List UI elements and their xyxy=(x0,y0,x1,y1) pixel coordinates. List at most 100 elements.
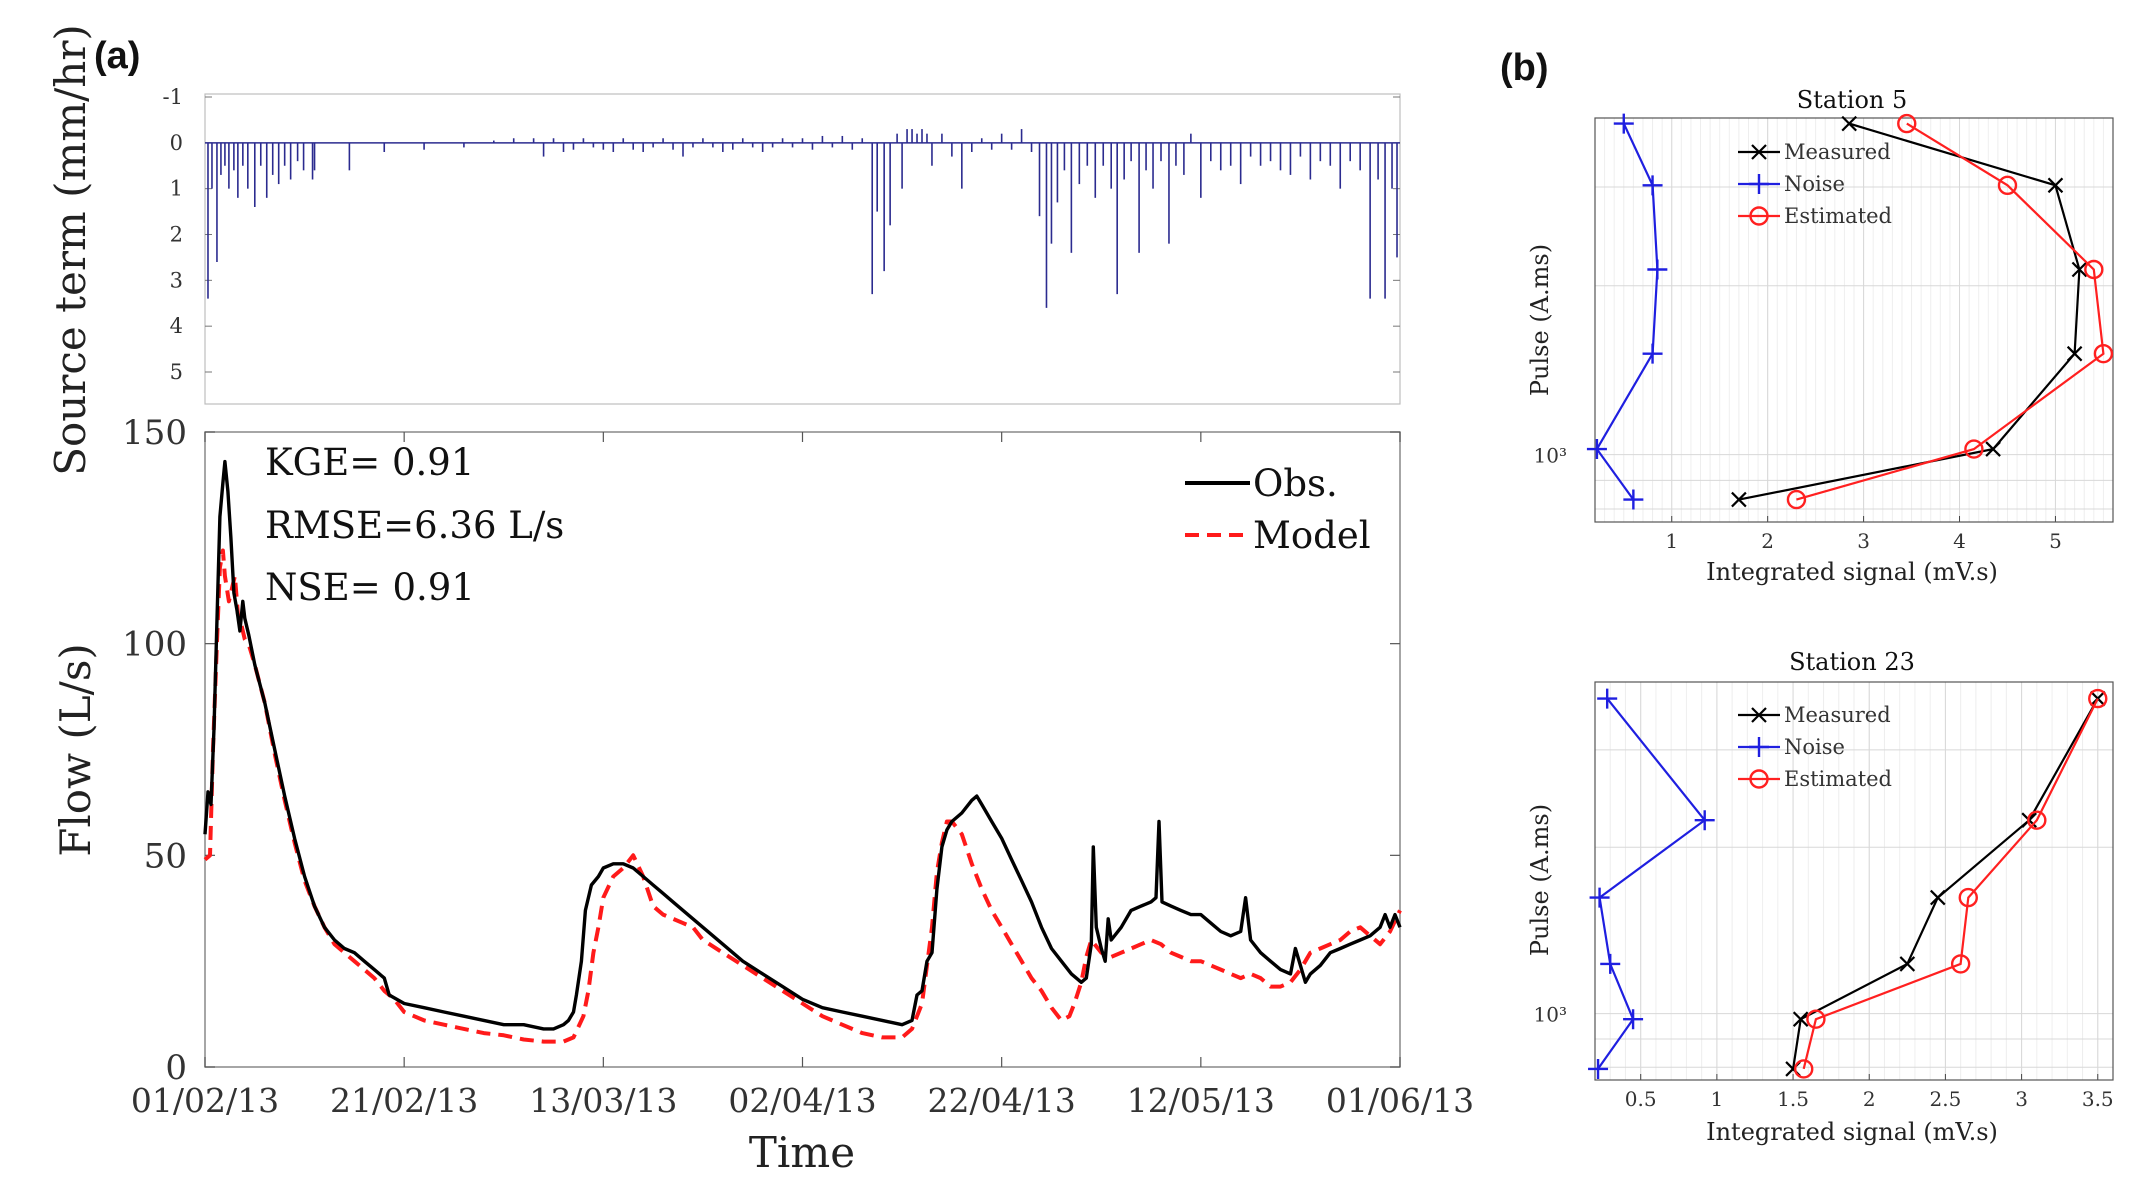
station-5-legend-marker xyxy=(1749,206,1769,226)
station-23-legend-label: Estimated xyxy=(1784,767,1892,791)
station-5-marker-noise xyxy=(1647,259,1668,280)
station-23-legend-marker xyxy=(1749,769,1769,789)
station-5-marker-estimated xyxy=(2093,343,2114,364)
station-23-legend-label: Noise xyxy=(1784,735,1845,759)
station-5-marker-measured xyxy=(2066,345,2083,362)
station-5-marker-noise xyxy=(1642,343,1663,364)
station-5-grid: 1 2 3 4 5 10³ xyxy=(1534,118,2114,553)
station-23-x-tick-label: 1.5 xyxy=(1777,1087,1809,1111)
station-23-marker-estimated xyxy=(1806,1009,1826,1029)
flow-y-tick-label: 0 xyxy=(165,1048,187,1088)
source-y-tick-label: 1 xyxy=(170,177,183,201)
station-23-x-tick-label: 3 xyxy=(2015,1087,2028,1111)
station-5-marker-measured xyxy=(1731,491,1747,508)
source-term-frame xyxy=(204,93,1401,405)
station-23-marker-measured xyxy=(1792,1011,1809,1027)
source-term-y-ticks: -1 0 1 2 3 4 5 xyxy=(163,85,1400,384)
station-5-x-tick-label: 2 xyxy=(1761,529,1774,553)
flow-y-tick-label: 100 xyxy=(122,625,187,665)
rmse-annotation: RMSE=6.36 L/s xyxy=(265,504,564,547)
flow-legend: Obs. Model xyxy=(1185,462,1371,557)
station-23-marker-estimated xyxy=(1950,954,1971,974)
station-5-marker-noise xyxy=(1613,113,1634,134)
station-5-series xyxy=(1586,113,2114,510)
station-5-legend: Measured Noise Estimated xyxy=(1738,140,1892,228)
station-5-y-tick-label: 10³ xyxy=(1534,444,1567,468)
station-5-x-tick-label: 5 xyxy=(2049,529,2062,553)
flow-x-tick-label: 22/04/13 xyxy=(928,1081,1076,1120)
station-23-legend-marker xyxy=(1749,737,1769,757)
nse-annotation: NSE= 0.91 xyxy=(265,566,475,609)
station-5-title: Station 5 xyxy=(1797,86,1908,114)
station-5-marker-measured xyxy=(2071,261,2088,278)
kge-annotation: KGE= 0.91 xyxy=(265,441,474,484)
station-5-legend-marker xyxy=(1749,174,1769,194)
source-y-tick-label: 3 xyxy=(170,268,183,292)
station-23-x-tick-label: 2.5 xyxy=(1930,1087,1962,1111)
station-23-xlabel: Integrated signal (mV.s) xyxy=(1706,1118,1998,1146)
source-y-tick-label: 0 xyxy=(170,131,183,155)
station-5-marker-measured xyxy=(1985,441,2001,457)
station-23-chart: Station 23 0.5 1 1.5 2 2.5 3 3.5 10³ Measured No… xyxy=(1526,648,2114,1146)
flow-x-tick-label: 02/04/13 xyxy=(728,1081,876,1120)
source-term-bars xyxy=(205,129,1400,308)
station-5-marker-estimated xyxy=(1897,113,1917,134)
station-5-marker-measured xyxy=(1841,115,1857,132)
station-5-marker-estimated xyxy=(1786,489,1807,510)
station-5-legend-label: Noise xyxy=(1784,172,1845,196)
flow-chart: 0 50 100 150 01/02/13 21/02/13 13/03/13 02/04/1… xyxy=(51,413,1474,1177)
source-y-tick-label: -1 xyxy=(163,85,183,109)
source-y-tick-label: 4 xyxy=(170,314,183,338)
flow-x-tick-label: 12/05/13 xyxy=(1127,1081,1275,1120)
station-23-title: Station 23 xyxy=(1789,648,1915,676)
station-5-marker-estimated xyxy=(1997,175,2018,196)
station-5-marker-noise xyxy=(1623,489,1644,510)
station-5-chart: Station 5 1 2 3 4 5 10³ Measured Noise Estimate… xyxy=(1526,86,2114,586)
flow-x-tick-label: 13/03/13 xyxy=(529,1081,677,1120)
flow-x-tick-label: 01/06/13 xyxy=(1326,1081,1474,1120)
station-5-x-tick-label: 4 xyxy=(1953,529,1966,553)
source-term-ylabel: Source term (mm/hr) xyxy=(46,24,95,476)
flow-x-tick-label: 21/02/13 xyxy=(330,1081,478,1120)
station-23-line-noise xyxy=(1597,697,1707,1070)
station-5-legend-label: Estimated xyxy=(1784,204,1892,228)
station-23-marker-noise xyxy=(1588,1058,1609,1079)
flow-y-tick-label: 150 xyxy=(122,413,187,453)
panel-b-label: (b) xyxy=(1500,47,1549,89)
station-5-x-tick-label: 1 xyxy=(1665,529,1678,553)
station-23-legend-label: Measured xyxy=(1784,703,1891,727)
station-5-x-tick-label: 3 xyxy=(1857,529,1870,553)
flow-xlabel: Time xyxy=(749,1128,855,1177)
source-y-tick-label: 5 xyxy=(170,360,183,384)
station-5-xlabel: Integrated signal (mV.s) xyxy=(1706,558,1998,586)
legend-model-label: Model xyxy=(1253,514,1371,557)
station-23-x-tick-label: 0.5 xyxy=(1625,1087,1657,1111)
station-23-series xyxy=(1588,688,2108,1079)
station-23-marker-noise xyxy=(1694,810,1715,831)
station-23-marker-estimated xyxy=(2088,688,2108,709)
station-23-grid: 0.5 1 1.5 2 2.5 3 3.5 10³ xyxy=(1534,682,2114,1111)
station-23-marker-measured xyxy=(1899,956,1916,972)
flow-x-tick-label: 01/02/13 xyxy=(131,1081,279,1120)
source-term-chart: -1 0 1 2 3 4 5 Source term (mm/hr) xyxy=(46,24,1401,476)
station-23-marker-noise xyxy=(1623,1009,1644,1030)
station-23-y-tick-label: 10³ xyxy=(1534,1003,1567,1027)
station-5-ylabel: Pulse (A.ms) xyxy=(1526,244,1554,396)
station-5-legend-marker xyxy=(1751,144,1767,160)
station-23-marker-estimated xyxy=(2027,810,2047,830)
station-23-x-tick-label: 1 xyxy=(1711,1087,1724,1111)
station-5-marker-noise xyxy=(1586,439,1607,460)
station-5-marker-noise xyxy=(1642,175,1663,196)
station-23-marker-noise xyxy=(1597,688,1618,709)
panel-a-label: (a) xyxy=(94,35,140,77)
station-23-marker-estimated xyxy=(1794,1059,1814,1079)
station-23-marker-noise xyxy=(1589,887,1610,908)
station-5-line-noise xyxy=(1595,123,1659,501)
station-5-marker-estimated xyxy=(2084,259,2104,280)
source-y-tick-label: 2 xyxy=(170,223,183,247)
station-5-line-measured xyxy=(1738,122,2081,501)
station-5-line-estimated xyxy=(1796,122,2105,501)
flow-ticks: 0 50 100 150 01/02/13 21/02/13 13/03/13 02/04/1… xyxy=(122,413,1474,1120)
station-23-legend-marker xyxy=(1751,707,1767,723)
